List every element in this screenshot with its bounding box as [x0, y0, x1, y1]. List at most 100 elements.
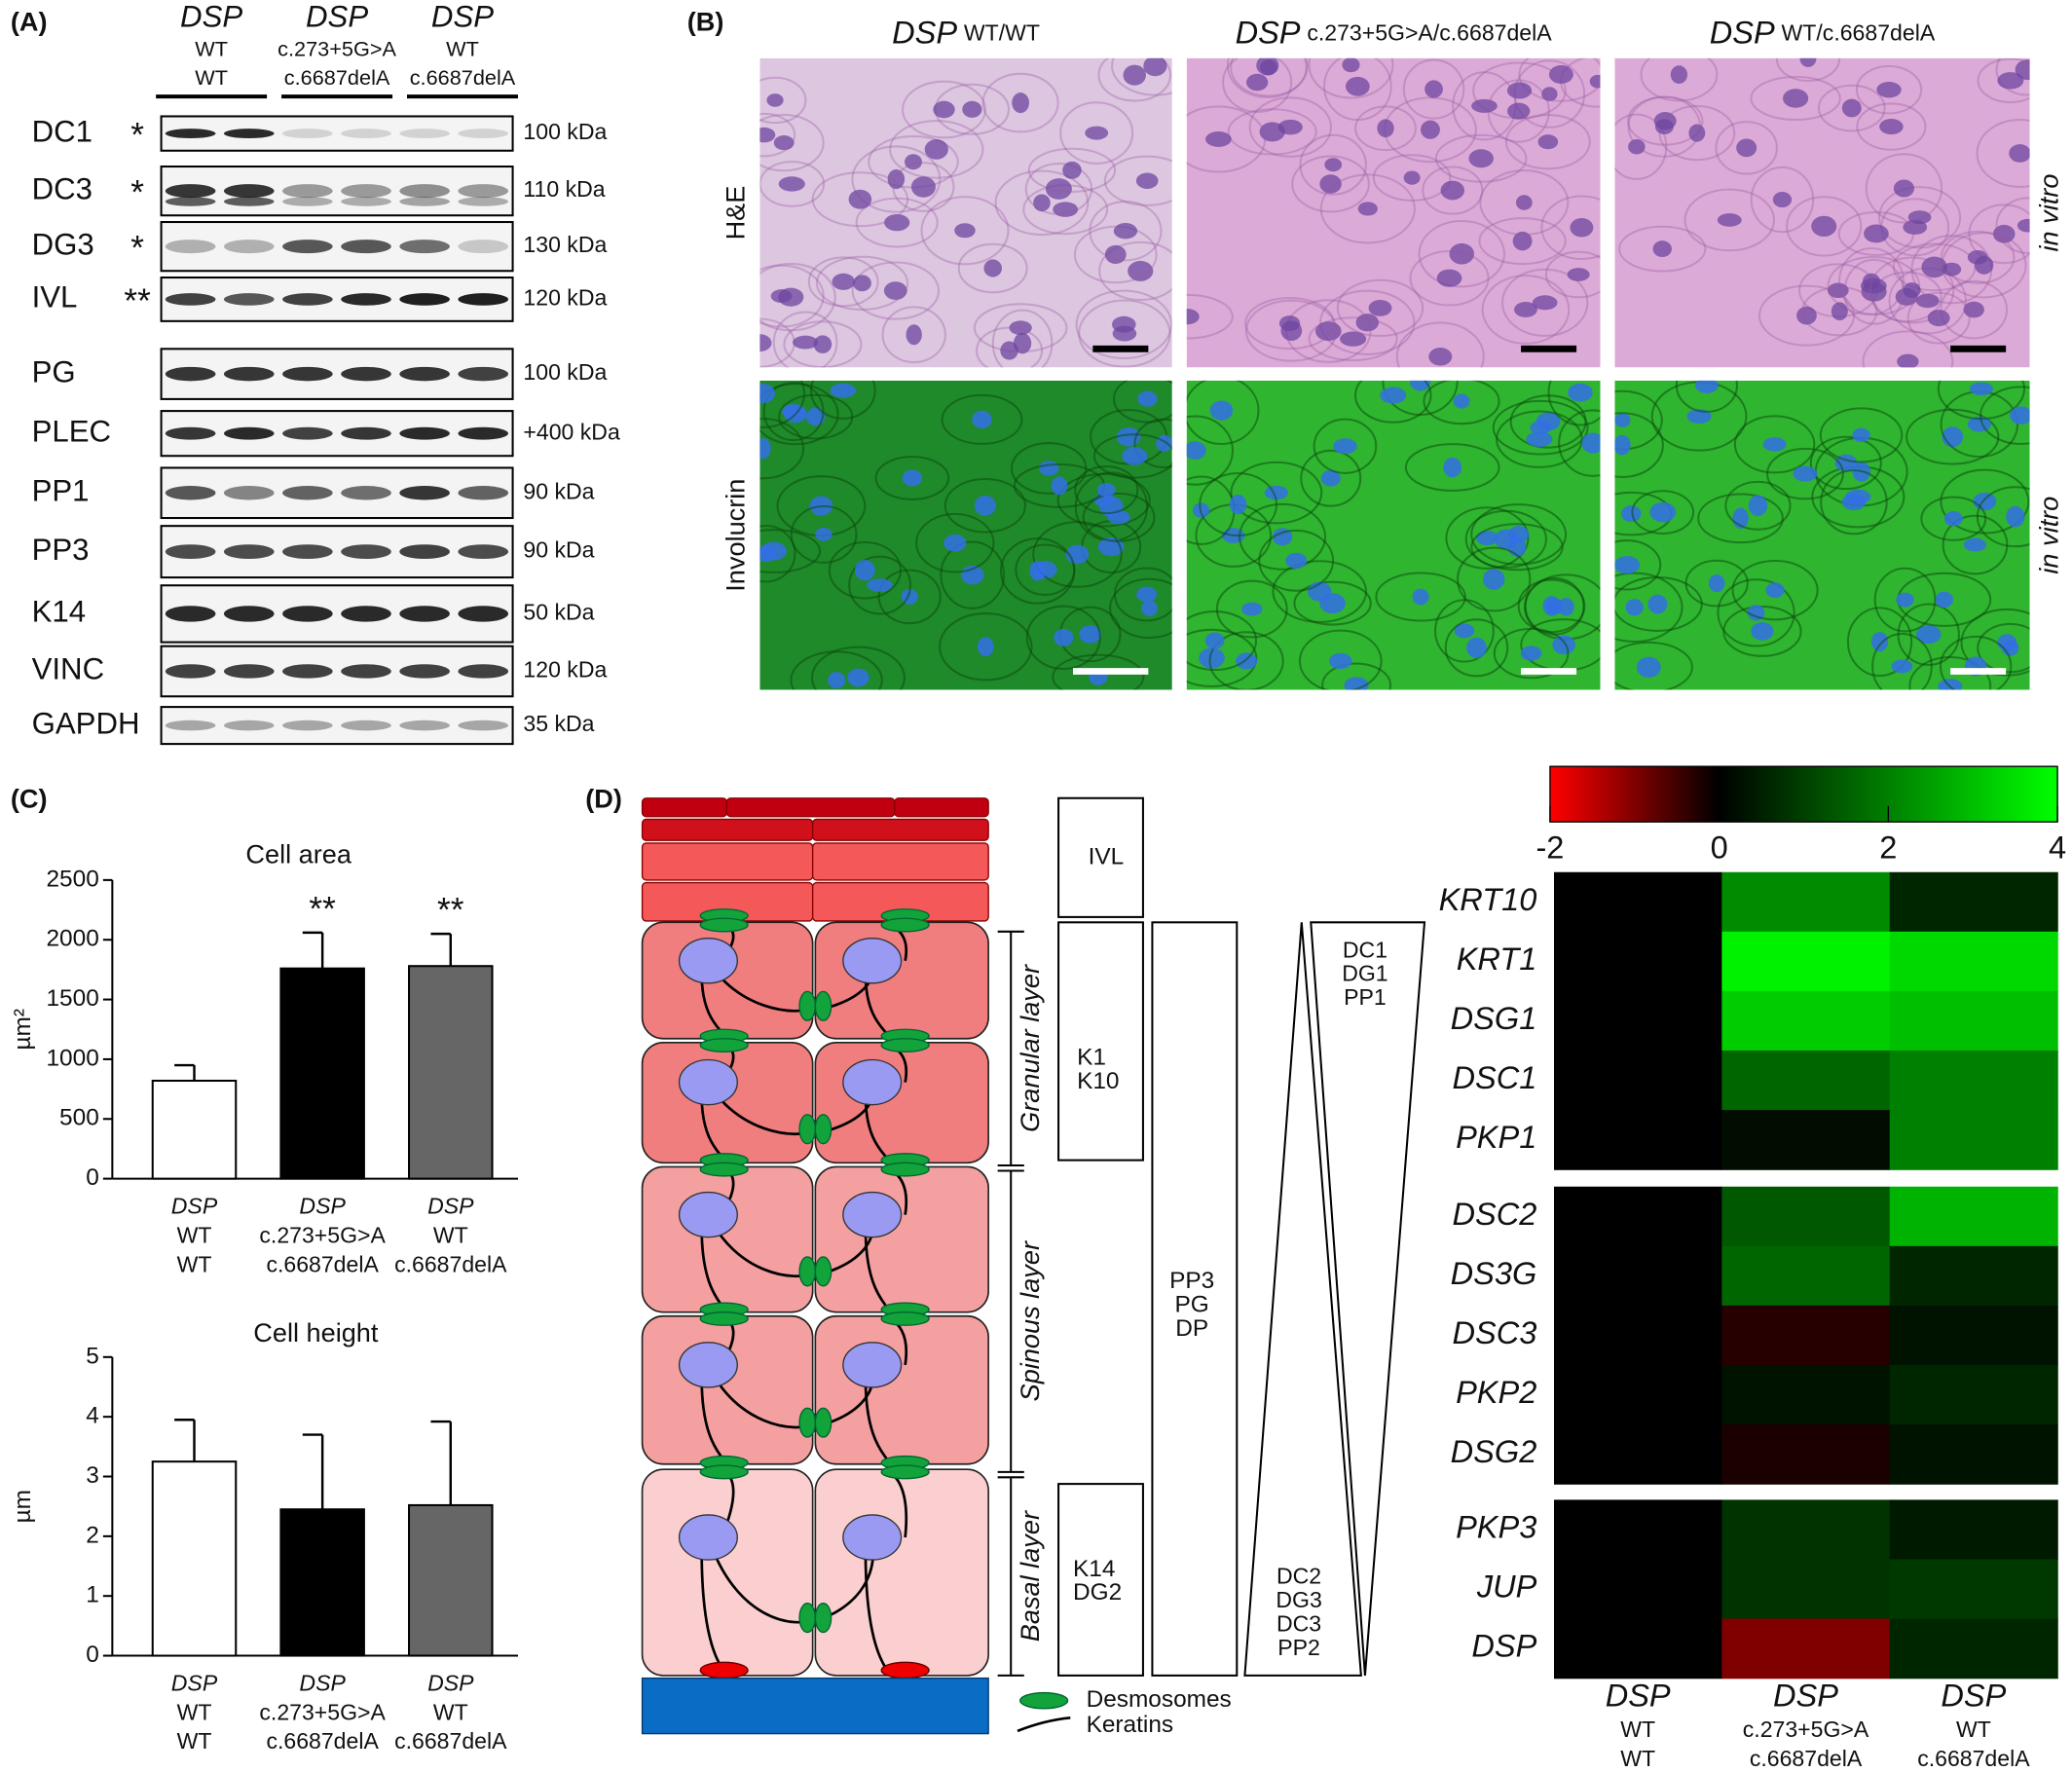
row-label: DSP [1471, 1629, 1536, 1664]
cell [1404, 443, 1500, 492]
nucleus [773, 135, 795, 151]
nucleus [1552, 635, 1575, 655]
cell [1627, 95, 1704, 146]
cell [1372, 154, 1452, 203]
nucleus [1409, 380, 1431, 391]
group-allele: WT [446, 36, 479, 60]
nucleus [1033, 194, 1051, 212]
cell [1906, 408, 2000, 465]
cell [759, 113, 825, 172]
column-title: DSP WT/c.6687delA [1710, 15, 1936, 50]
nucleus [1506, 82, 1533, 99]
cell [1434, 133, 1528, 183]
blot-frame [160, 645, 514, 698]
micrograph [1614, 380, 2030, 690]
cell [881, 306, 946, 364]
nucleus [1916, 625, 1942, 645]
nucleus [1567, 268, 1590, 281]
nucleus [1570, 217, 1594, 238]
nucleus [887, 168, 906, 190]
cell [1291, 155, 1370, 213]
blot-band [223, 664, 275, 679]
x-tick-label: WT [177, 1251, 212, 1276]
y-tick-label: 2000 [46, 926, 98, 952]
nucleus [1695, 380, 1719, 393]
nucleus [782, 403, 805, 420]
blot-band [341, 606, 391, 622]
nucleus [678, 1514, 738, 1561]
cell [641, 1314, 814, 1465]
nucleus [1009, 320, 1032, 336]
desmosome [814, 1256, 832, 1287]
x-tick-label: WT [177, 1728, 212, 1754]
nucleus [1628, 138, 1646, 155]
nucleus [883, 281, 907, 300]
panel-label: (B) [687, 7, 724, 37]
heatmap-cell [1721, 1499, 1891, 1561]
layer-label: Granular layer [1015, 964, 1045, 1132]
cell [1977, 57, 2030, 104]
cornified-cell [641, 842, 814, 881]
cell [1422, 166, 1484, 215]
x-tick-label: WT [433, 1699, 468, 1724]
nucleus [1038, 461, 1059, 476]
protein-label: PP3 [32, 533, 90, 567]
cell [1786, 196, 1863, 257]
cell [814, 921, 989, 1040]
bar [408, 965, 494, 1180]
nucleus [1199, 647, 1225, 669]
heatmap-cell [1889, 1499, 2058, 1561]
desmosome [699, 1311, 749, 1326]
size-label: 90 kDa [523, 537, 594, 563]
cell [1293, 580, 1372, 626]
nucleus [974, 495, 997, 516]
nucleus [1319, 174, 1342, 194]
blot-band [165, 197, 216, 206]
cell [1618, 225, 1707, 273]
cell [1766, 447, 1844, 500]
cell [855, 197, 939, 248]
blot-band [458, 486, 509, 500]
heatmap-cell [1554, 931, 1723, 992]
nucleus [1969, 382, 1993, 396]
cell [1715, 121, 1778, 175]
column-label: WT [1956, 1717, 1991, 1742]
nucleus [1342, 57, 1360, 73]
nucleus [1530, 421, 1551, 435]
x-tick-label: c.273+5G>A [259, 1699, 386, 1724]
heatmap-cell [1889, 1305, 2058, 1366]
cell [1980, 386, 2030, 445]
nucleus [1862, 273, 1880, 290]
column-label: c.6687delA [1917, 1746, 2030, 1771]
cell [1074, 465, 1139, 515]
cell [814, 1468, 989, 1677]
cell [851, 145, 942, 213]
cell [828, 540, 902, 600]
cell [814, 1042, 989, 1164]
nucleus [1209, 400, 1234, 421]
x-tick-label: WT [177, 1222, 212, 1247]
cell [1133, 418, 1172, 468]
blot-band [341, 664, 391, 679]
nucleus [1717, 213, 1742, 227]
blot-frame [160, 166, 514, 217]
cell [1199, 472, 1277, 537]
heatmap-cell [1721, 1424, 1891, 1485]
nucleus [1548, 65, 1573, 84]
nucleus [1403, 170, 1421, 185]
blot-band [399, 664, 450, 679]
heatmap-cell [1554, 1305, 1723, 1366]
nucleus [2010, 406, 2030, 425]
cell [1504, 114, 1591, 170]
cell [920, 196, 1010, 266]
blot-frame [160, 277, 514, 322]
group-gene: DSP [306, 0, 368, 33]
nucleus [906, 324, 922, 346]
blot-band [282, 544, 333, 560]
row-note: in vitro [2033, 497, 2063, 574]
row-label: DSC2 [1452, 1197, 1536, 1232]
cell [1968, 203, 2030, 265]
blot-band [223, 720, 275, 731]
row-label: DSG2 [1451, 1434, 1537, 1469]
desmosome [880, 1464, 930, 1480]
